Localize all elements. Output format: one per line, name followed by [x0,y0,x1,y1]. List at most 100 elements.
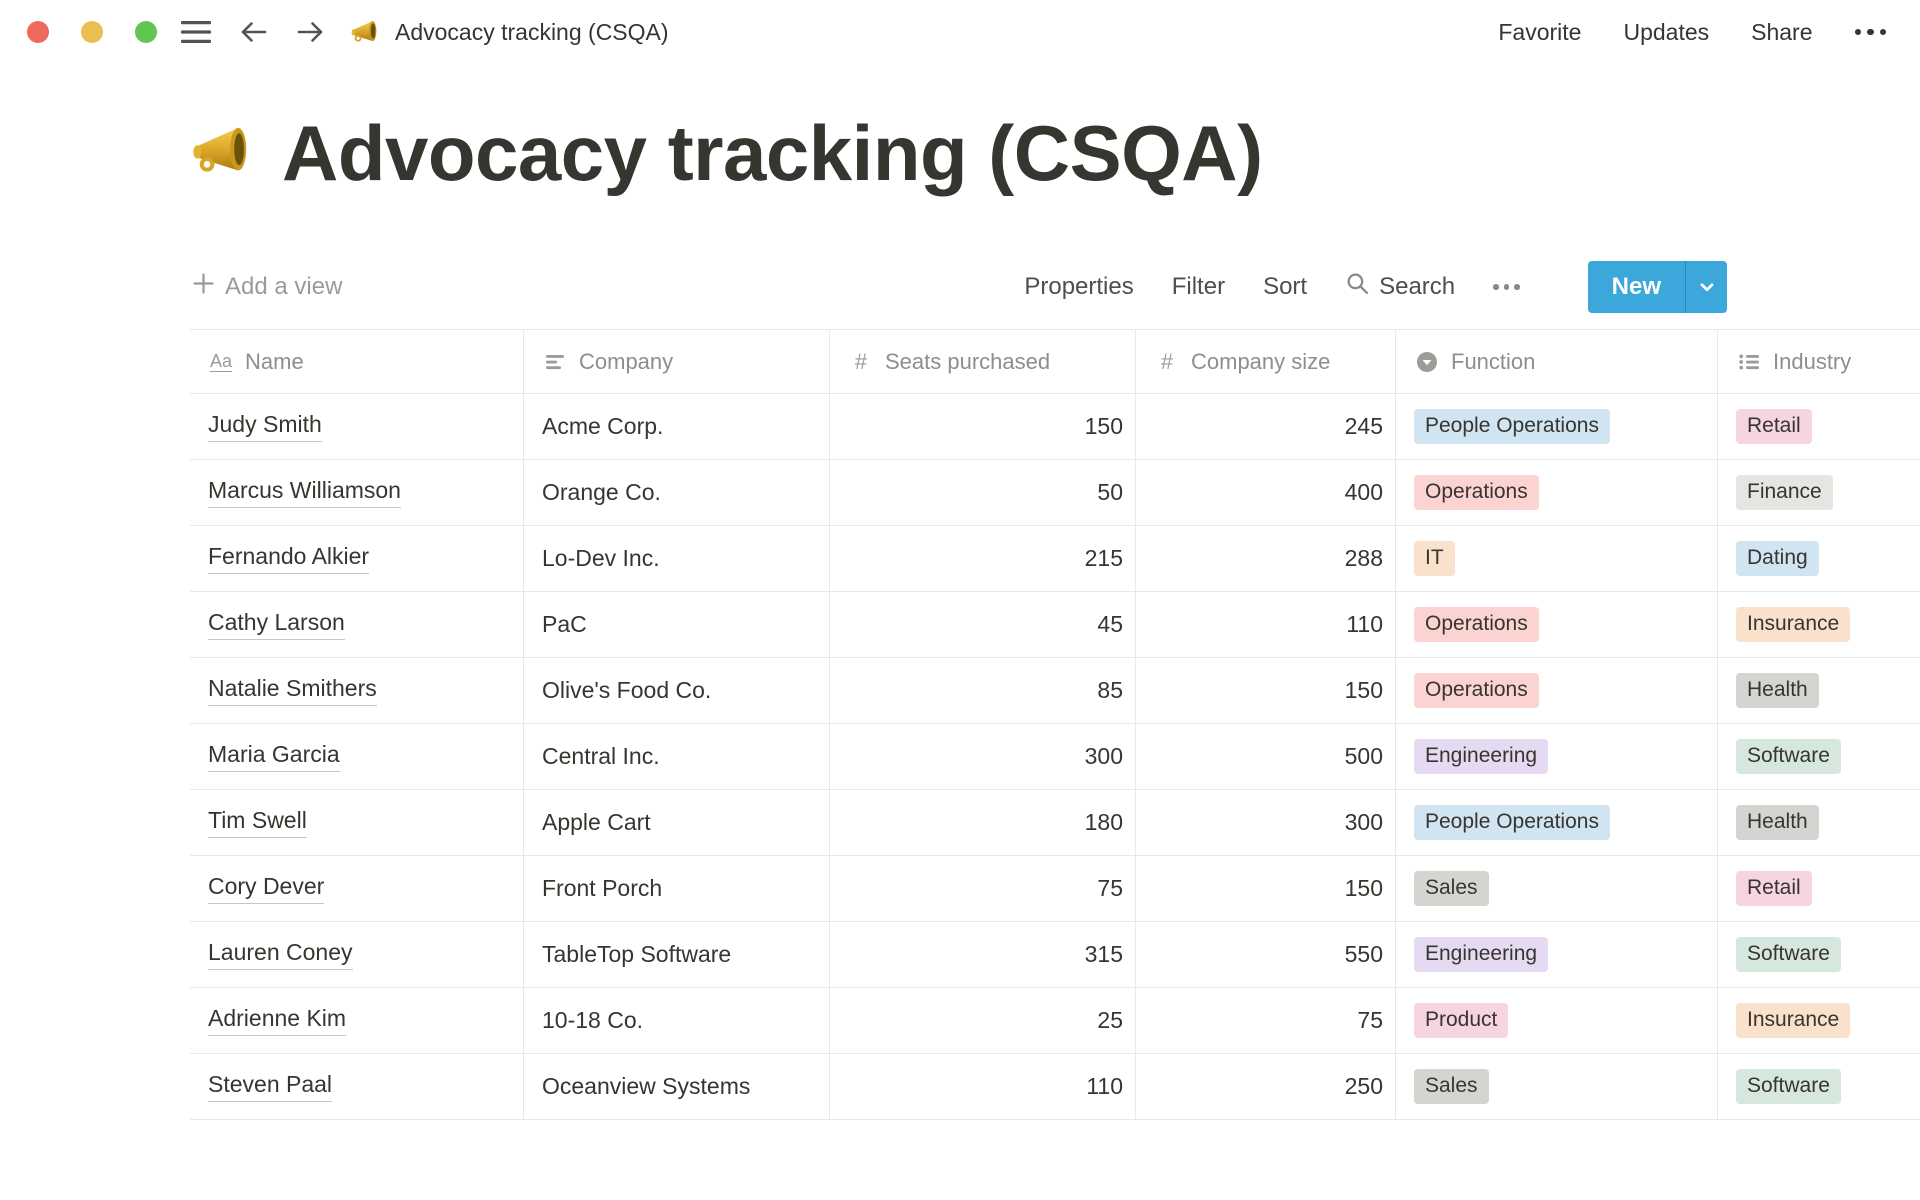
function-tag[interactable]: People Operations [1414,805,1610,840]
cell-name[interactable]: Fernando Alkier [190,526,524,591]
window-minimize-button[interactable] [81,21,103,43]
cell-seats-purchased[interactable]: 300 [830,724,1136,789]
cell-function[interactable]: People Operations [1396,394,1718,459]
page-link[interactable]: Lauren Coney [208,939,353,970]
column-header-size[interactable]: # Company size [1136,330,1396,393]
cell-company-size[interactable]: 288 [1136,526,1396,591]
toolbar-sort-button[interactable]: Sort [1263,273,1308,300]
cell-name[interactable]: Adrienne Kim [190,988,524,1053]
topbar-action-favorite[interactable]: Favorite [1498,18,1582,45]
cell-company[interactable]: Acme Corp. [524,394,830,459]
cell-industry[interactable]: Software [1718,922,1920,987]
industry-tag[interactable]: Health [1736,805,1819,840]
function-tag[interactable]: Engineering [1414,739,1549,774]
cell-industry[interactable]: Retail [1718,394,1920,459]
cell-industry[interactable]: Insurance [1718,592,1920,657]
cell-company[interactable]: Oceanview Systems [524,1054,830,1119]
cell-company-size[interactable]: 250 [1136,1054,1396,1119]
function-tag[interactable]: IT [1414,541,1455,576]
cell-company-size[interactable]: 500 [1136,724,1396,789]
cell-company[interactable]: Olive's Food Co. [524,658,830,723]
cell-seats-purchased[interactable]: 50 [830,460,1136,525]
cell-company-size[interactable]: 550 [1136,922,1396,987]
breadcrumb-page-title[interactable]: Advocacy tracking (CSQA) [395,18,669,45]
cell-company-size[interactable]: 400 [1136,460,1396,525]
industry-tag[interactable]: Retail [1736,871,1812,906]
toolbar-filter-button[interactable]: Filter [1171,273,1226,300]
page-link[interactable]: Natalie Smithers [208,675,377,706]
cell-company[interactable]: PaC [524,592,830,657]
cell-seats-purchased[interactable]: 150 [830,394,1136,459]
cell-seats-purchased[interactable]: 45 [830,592,1136,657]
cell-company[interactable]: Lo-Dev Inc. [524,526,830,591]
page-title[interactable]: Advocacy tracking (CSQA) [282,109,1263,197]
cell-seats-purchased[interactable]: 180 [830,790,1136,855]
function-tag[interactable]: Engineering [1414,937,1549,972]
column-header-name[interactable]: Aa Name [190,330,524,393]
add-view-button[interactable]: Add a view [192,272,342,302]
cell-name[interactable]: Maria Garcia [190,724,524,789]
cell-name[interactable]: Cathy Larson [190,592,524,657]
cell-function[interactable]: Product [1396,988,1718,1053]
sidebar-menu-icon[interactable] [181,19,211,45]
cell-industry[interactable]: Software [1718,1054,1920,1119]
cell-company-size[interactable]: 150 [1136,856,1396,921]
new-button[interactable]: New [1611,273,1661,300]
back-arrow-icon[interactable] [237,17,271,47]
cell-function[interactable]: Engineering [1396,922,1718,987]
industry-tag[interactable]: Software [1736,937,1841,972]
page-link[interactable]: Cory Dever [208,873,325,904]
window-close-button[interactable] [27,21,49,43]
function-tag[interactable]: People Operations [1414,409,1610,444]
page-link[interactable]: Maria Garcia [208,741,340,772]
industry-tag[interactable]: Dating [1736,541,1819,576]
cell-industry[interactable]: Insurance [1718,988,1920,1053]
column-header-company[interactable]: Company [524,330,830,393]
industry-tag[interactable]: Retail [1736,409,1812,444]
cell-function[interactable]: Engineering [1396,724,1718,789]
industry-tag[interactable]: Software [1736,739,1841,774]
window-zoom-button[interactable] [135,21,157,43]
cell-company[interactable]: TableTop Software [524,922,830,987]
cell-company[interactable]: 10-18 Co. [524,988,830,1053]
cell-industry[interactable]: Health [1718,658,1920,723]
cell-name[interactable]: Marcus Williamson [190,460,524,525]
cell-seats-purchased[interactable]: 25 [830,988,1136,1053]
industry-tag[interactable]: Insurance [1736,1003,1851,1038]
cell-company-size[interactable]: 245 [1136,394,1396,459]
cell-company-size[interactable]: 150 [1136,658,1396,723]
page-megaphone-icon[interactable] [192,119,256,188]
cell-company-size[interactable]: 300 [1136,790,1396,855]
cell-seats-purchased[interactable]: 215 [830,526,1136,591]
page-link[interactable]: Cathy Larson [208,609,345,640]
column-header-function[interactable]: Function [1396,330,1718,393]
cell-function[interactable]: IT [1396,526,1718,591]
cell-company[interactable]: Central Inc. [524,724,830,789]
function-tag[interactable]: Operations [1414,673,1539,708]
cell-name[interactable]: Lauren Coney [190,922,524,987]
industry-tag[interactable]: Software [1736,1069,1841,1104]
column-header-industry[interactable]: Industry [1718,330,1920,393]
cell-function[interactable]: Operations [1396,658,1718,723]
cell-seats-purchased[interactable]: 110 [830,1054,1136,1119]
cell-seats-purchased[interactable]: 75 [830,856,1136,921]
cell-company-size[interactable]: 110 [1136,592,1396,657]
forward-arrow-icon[interactable] [293,17,327,47]
cell-seats-purchased[interactable]: 315 [830,922,1136,987]
cell-name[interactable]: Cory Dever [190,856,524,921]
cell-function[interactable]: Operations [1396,592,1718,657]
more-options-icon[interactable] [1854,28,1886,36]
cell-name[interactable]: Natalie Smithers [190,658,524,723]
cell-seats-purchased[interactable]: 85 [830,658,1136,723]
topbar-action-updates[interactable]: Updates [1623,18,1710,45]
cell-industry[interactable]: Software [1718,724,1920,789]
new-dropdown-button[interactable] [1685,261,1727,313]
page-link[interactable]: Judy Smith [208,411,322,442]
cell-industry[interactable]: Dating [1718,526,1920,591]
cell-industry[interactable]: Retail [1718,856,1920,921]
function-tag[interactable]: Product [1414,1003,1509,1038]
function-tag[interactable]: Operations [1414,607,1539,642]
page-link[interactable]: Marcus Williamson [208,477,401,508]
cell-name[interactable]: Judy Smith [190,394,524,459]
cell-function[interactable]: Sales [1396,856,1718,921]
